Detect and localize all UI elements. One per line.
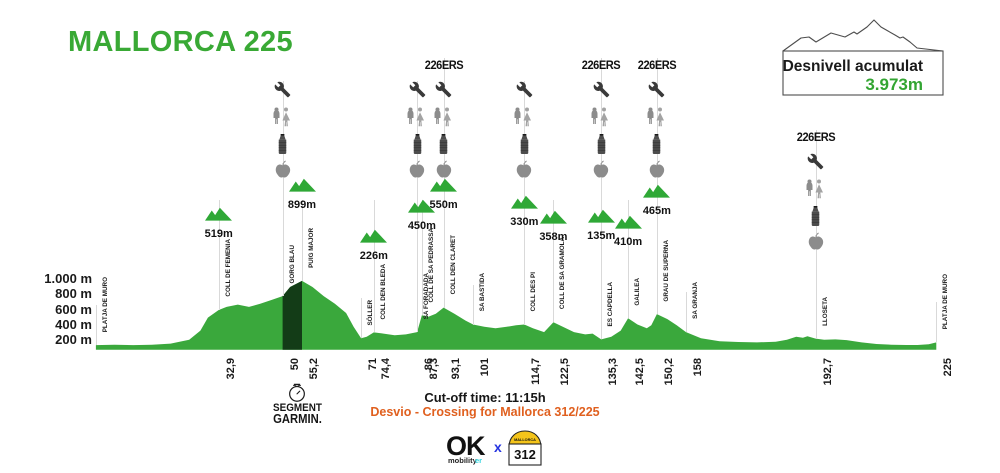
svg-text:MALLORCA: MALLORCA [514, 438, 536, 442]
svg-text:312: 312 [514, 447, 536, 462]
svg-text:x: x [494, 439, 502, 455]
svg-text:er: er [475, 456, 482, 465]
svg-text:mobility: mobility [448, 456, 478, 465]
